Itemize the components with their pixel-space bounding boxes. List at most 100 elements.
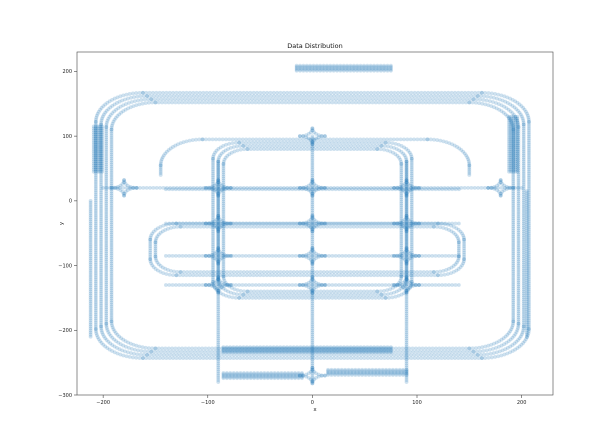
scatter-point [350, 187, 355, 192]
scatter-point [404, 261, 409, 266]
scatter-point [382, 144, 387, 148]
scatter-point [93, 221, 98, 226]
scatter-point [335, 224, 340, 229]
scatter-point [471, 97, 476, 102]
scatter-point [358, 147, 363, 151]
scatter-point [224, 273, 229, 278]
scatter-point [197, 187, 202, 192]
scatter-point [274, 137, 279, 142]
scatter-point [287, 283, 291, 287]
scatter-point [527, 142, 531, 147]
scatter-point [271, 137, 275, 142]
scatter-point [456, 283, 461, 287]
scatter-point [151, 356, 155, 361]
scatter-point [355, 289, 360, 294]
scatter-point [218, 94, 223, 98]
scatter-point [322, 143, 327, 148]
scatter-point [360, 349, 365, 354]
scatter-point [323, 283, 327, 287]
scatter-point [502, 352, 507, 357]
scatter-point [527, 194, 531, 199]
scatter-point [362, 289, 366, 294]
scatter-point [206, 100, 211, 105]
scatter-point [482, 352, 487, 357]
scatter-point [93, 211, 98, 215]
scatter-point [93, 283, 98, 288]
scatter-point [372, 292, 377, 297]
scatter-point [93, 186, 98, 191]
scatter-point [383, 283, 388, 287]
scatter-point [298, 270, 303, 274]
scatter-point [99, 314, 103, 318]
scatter-point [292, 356, 296, 361]
scatter-point [273, 296, 278, 300]
scatter-point [206, 97, 211, 102]
scatter-point [516, 317, 521, 322]
scatter-point [389, 356, 394, 361]
scatter-point [315, 289, 320, 294]
scatter-point [438, 269, 443, 274]
scatter-point [247, 253, 252, 258]
scatter-point [101, 104, 106, 109]
scatter-point [521, 316, 526, 321]
scatter-point [328, 289, 333, 294]
scatter-point [527, 298, 531, 302]
scatter-point [368, 63, 373, 68]
scatter-point [177, 253, 182, 258]
scatter-point [491, 95, 496, 100]
scatter-point [379, 292, 384, 297]
scatter-point [104, 212, 109, 216]
scatter-point [104, 226, 109, 231]
scatter-point [318, 90, 323, 95]
scatter-point [491, 100, 495, 104]
scatter-point [527, 119, 531, 124]
scatter-point [275, 292, 279, 297]
scatter-point [400, 100, 405, 105]
scatter-point [161, 94, 166, 98]
scatter-point [235, 94, 240, 98]
scatter-point [347, 221, 351, 226]
scatter-point [197, 137, 202, 142]
scatter-point [370, 221, 375, 226]
scatter-point [514, 339, 519, 344]
scatter-point [93, 146, 98, 151]
scatter-point [104, 326, 109, 330]
scatter-point [231, 224, 236, 229]
scatter-point [122, 178, 127, 183]
scatter-point [268, 352, 273, 357]
scatter-point [104, 321, 109, 326]
scatter-point [452, 352, 457, 357]
scatter-point [230, 295, 235, 300]
scatter-point [339, 90, 343, 95]
scatter-point [146, 97, 150, 102]
scatter-point [527, 200, 531, 205]
scatter-point [252, 147, 257, 151]
scatter-point [367, 140, 371, 145]
scatter-point [352, 90, 357, 95]
scatter-point [311, 63, 316, 68]
scatter-point [496, 102, 501, 106]
scatter-point [348, 94, 353, 98]
scatter-point [521, 291, 526, 296]
scatter-point [227, 100, 231, 105]
scatter-point [238, 147, 243, 152]
scatter-point [171, 273, 175, 278]
scatter-point [390, 141, 395, 146]
scatter-point [281, 90, 286, 95]
scatter-point [375, 147, 380, 151]
scatter-point [516, 338, 520, 342]
scatter-point [287, 253, 291, 258]
scatter-point [93, 165, 98, 170]
scatter-point [516, 253, 521, 258]
scatter-point [262, 147, 267, 151]
scatter-point [313, 100, 318, 105]
scatter-point [305, 356, 310, 361]
scatter-point [282, 94, 286, 98]
scatter-point [385, 270, 389, 274]
scatter-point [310, 193, 315, 198]
scatter-point [527, 192, 531, 197]
scatter-point [409, 356, 414, 361]
scatter-point [422, 356, 427, 361]
scatter-point [328, 63, 333, 68]
scatter-point [292, 289, 296, 294]
